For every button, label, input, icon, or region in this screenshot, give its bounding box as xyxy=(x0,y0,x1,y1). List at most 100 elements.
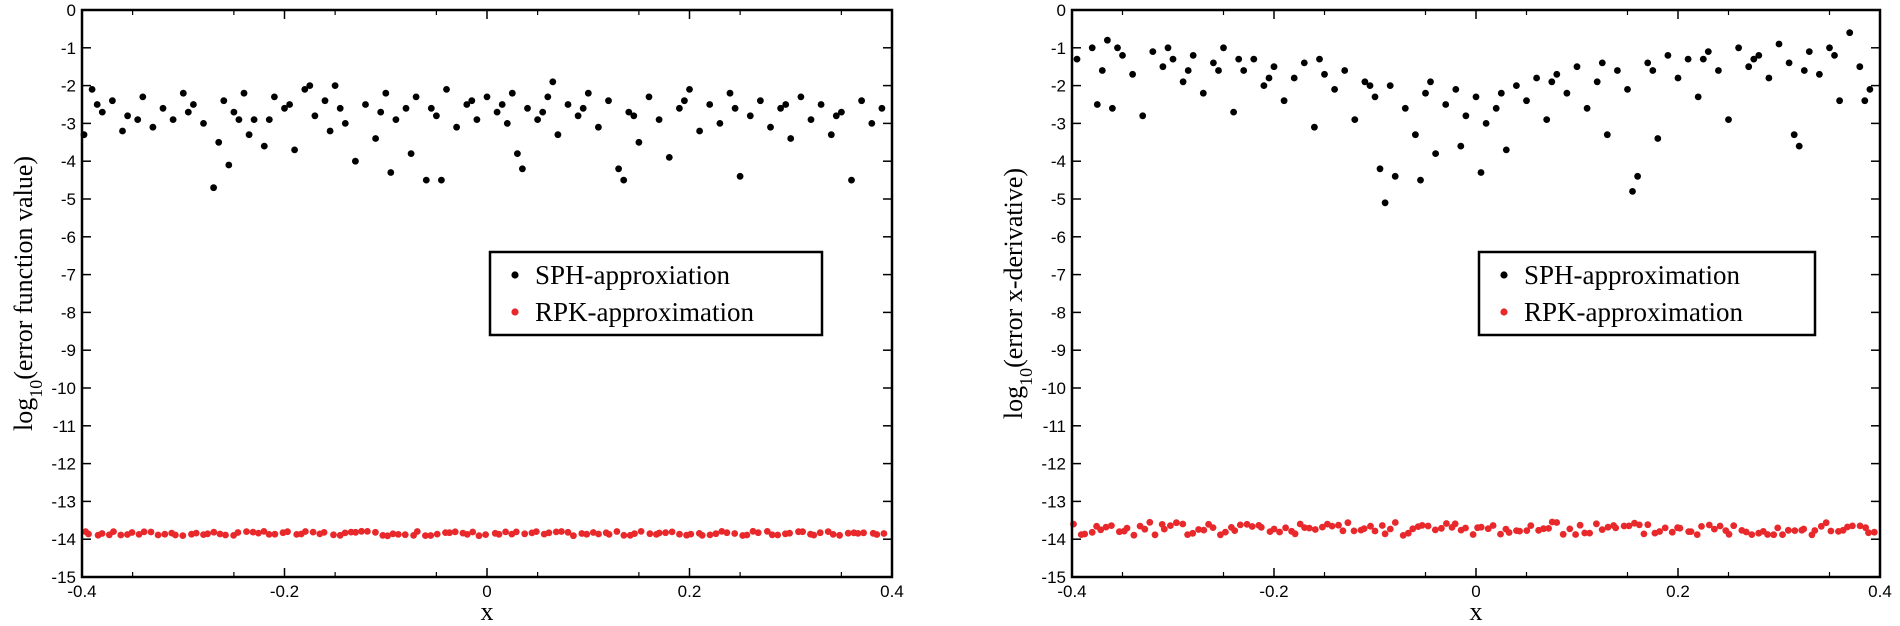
sph-point xyxy=(1598,59,1606,67)
sph-point xyxy=(681,97,688,105)
rpk-point xyxy=(422,532,429,539)
sph-point xyxy=(1836,97,1843,105)
sph-point xyxy=(1472,93,1480,101)
sph-point xyxy=(838,108,845,116)
rpk-point xyxy=(98,530,106,537)
sph-point xyxy=(1775,40,1783,48)
sph-point xyxy=(1795,142,1803,150)
rpk-point xyxy=(451,528,459,536)
rpk-point xyxy=(1612,524,1620,532)
rpk-point xyxy=(1173,519,1180,527)
sph-point xyxy=(878,104,886,112)
rpk-point xyxy=(1335,521,1342,529)
sph-point xyxy=(1831,52,1838,59)
sph-point xyxy=(1427,78,1434,86)
rpk-point xyxy=(427,532,435,539)
sph-point xyxy=(736,172,744,180)
rpk-point xyxy=(799,528,806,536)
rpk-point xyxy=(249,528,257,536)
rpk-point xyxy=(1572,531,1579,538)
sph-point xyxy=(1523,97,1530,105)
sph-point xyxy=(98,108,106,116)
rpk-point xyxy=(1559,530,1567,538)
sph-point xyxy=(1462,112,1470,120)
sph-point xyxy=(544,93,552,101)
sph-point xyxy=(1098,67,1106,74)
sph-point xyxy=(645,93,653,101)
rpk-point xyxy=(128,529,136,536)
y-tick-label: -12 xyxy=(1041,455,1066,474)
sph-point xyxy=(1644,59,1652,67)
sph-point xyxy=(757,97,764,105)
sph-point xyxy=(311,112,319,120)
rpk-point xyxy=(662,529,669,537)
sph-point xyxy=(1260,82,1268,89)
sph-point xyxy=(1412,131,1419,139)
rpk-point xyxy=(1276,528,1283,536)
sph-point xyxy=(554,131,562,139)
sph-point xyxy=(1492,104,1500,112)
right-legend-label-sph: SPH-approximation xyxy=(1524,260,1740,290)
rpk-point xyxy=(1635,521,1643,529)
sph-point xyxy=(1381,199,1389,207)
rpk-point xyxy=(1108,522,1115,529)
rpk-point xyxy=(521,530,529,538)
sph-point xyxy=(858,97,865,105)
sph-point xyxy=(210,184,218,192)
rpk-point xyxy=(1705,521,1713,529)
sph-point xyxy=(1169,55,1177,63)
rpk-point xyxy=(309,528,317,536)
sph-point xyxy=(362,101,369,108)
sph-point xyxy=(676,104,683,112)
rpk-point xyxy=(854,530,862,537)
rpk-point xyxy=(668,528,676,536)
sph-point xyxy=(1614,67,1621,74)
sph-point xyxy=(407,150,415,158)
sph-point xyxy=(1735,44,1742,52)
sph-point xyxy=(1826,44,1833,52)
rpk-point xyxy=(1566,525,1574,533)
y-tick-label: -9 xyxy=(61,341,76,360)
rpk-point xyxy=(1764,531,1771,538)
sph-point xyxy=(1755,52,1763,59)
rpk-point xyxy=(147,528,155,536)
sph-point xyxy=(215,138,223,146)
rpk-point xyxy=(613,528,621,535)
sph-point xyxy=(230,108,238,116)
rpk-point xyxy=(1523,527,1531,534)
rpk-point xyxy=(1770,531,1778,539)
rpk-point xyxy=(1130,531,1138,539)
sph-point xyxy=(1654,135,1662,142)
sph-point xyxy=(615,165,622,173)
sph-point xyxy=(1280,97,1288,105)
rpk-point xyxy=(204,530,212,538)
rpk-point xyxy=(1817,522,1825,530)
sph-point xyxy=(220,97,228,105)
rpk-point xyxy=(372,528,379,536)
y-tick-label: -5 xyxy=(61,190,76,209)
sph-point xyxy=(1629,188,1636,195)
rpk-point xyxy=(502,528,509,536)
sph-point xyxy=(1331,86,1338,93)
rpk-point xyxy=(768,531,776,539)
rpk-point xyxy=(512,528,520,536)
rpk-point xyxy=(1687,528,1695,535)
y-tick-label: -10 xyxy=(1041,379,1066,398)
sph-point xyxy=(1805,48,1813,55)
sph-point xyxy=(1477,169,1485,176)
rpk-point xyxy=(676,530,683,538)
sph-point xyxy=(706,101,714,108)
sph-point xyxy=(1563,89,1571,97)
y-tick-label: -8 xyxy=(1051,303,1066,322)
rpk-point xyxy=(836,531,843,539)
sph-point xyxy=(443,86,450,93)
sph-point xyxy=(372,135,379,142)
rpk-point xyxy=(446,529,453,537)
rpk-point xyxy=(1081,530,1089,538)
sph-point xyxy=(321,97,329,105)
rpk-point xyxy=(1730,522,1738,530)
sph-point xyxy=(620,176,628,184)
rpk-point xyxy=(135,531,143,538)
sph-point xyxy=(1351,116,1359,123)
